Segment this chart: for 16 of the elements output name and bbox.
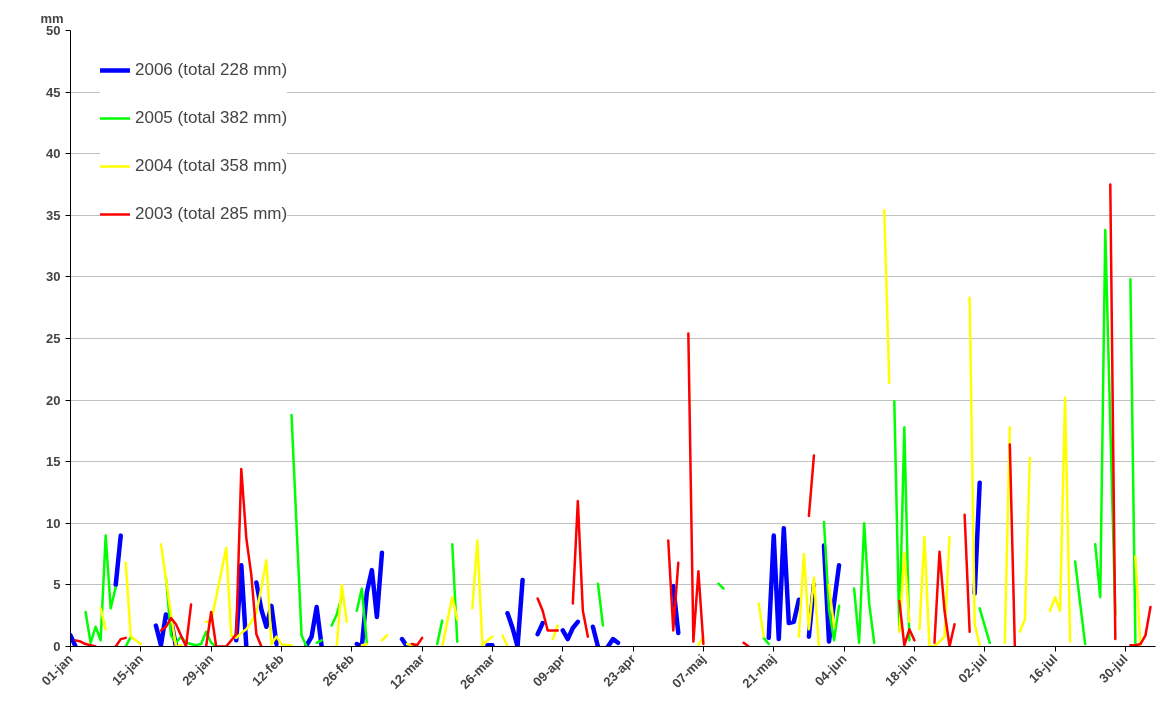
y-tick-label: 15 — [46, 454, 61, 470]
legend-label: 2005 (total 382 mm) — [135, 108, 288, 128]
y-tick-label: 5 — [53, 577, 61, 593]
legend-label: 2004 (total 358 mm) — [135, 156, 288, 176]
y-axis-title: mm — [40, 10, 64, 26]
y-tick-label: 50 — [46, 23, 61, 38]
y-tick-label: 20 — [46, 392, 61, 408]
y-tick-label: 30 — [46, 269, 61, 285]
y-tick-label: 0 — [53, 639, 61, 654]
y-tick-label: 35 — [46, 207, 61, 223]
y-tick-label: 40 — [46, 146, 61, 162]
legend-label: 2003 (total 285 mm) — [135, 204, 288, 224]
y-tick-label: 10 — [46, 515, 61, 531]
y-tick-label: 25 — [46, 331, 61, 346]
y-tick-label: 45 — [46, 84, 61, 100]
legend-label: 2006 (total 228 mm) — [135, 60, 288, 80]
